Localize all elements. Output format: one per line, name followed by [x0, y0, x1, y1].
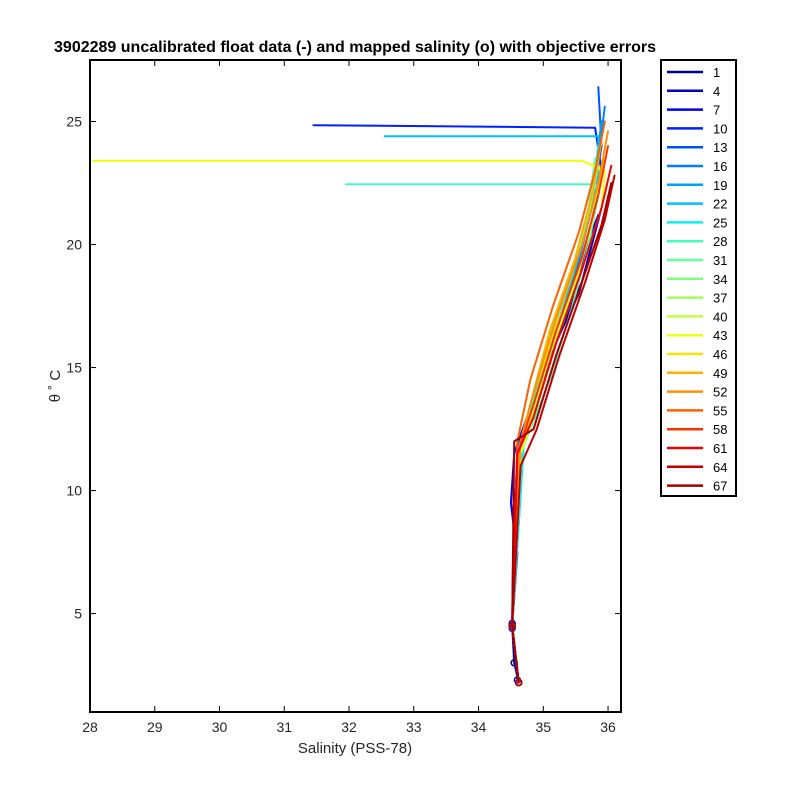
x-tick-label: 28	[82, 719, 98, 735]
legend-label: 46	[713, 347, 727, 362]
legend-label: 22	[713, 197, 727, 212]
x-tick-label: 35	[536, 719, 552, 735]
legend-label: 1	[713, 65, 720, 80]
legend-label: 13	[713, 140, 727, 155]
x-axis: 28 29 30 31 32 33 34 35 36	[82, 60, 616, 735]
y-axis: 5 10 15 20 25	[66, 114, 621, 622]
legend-label: 67	[713, 479, 727, 494]
mapped-point-67	[514, 678, 523, 687]
x-tick-label: 32	[341, 719, 357, 735]
x-tick-label: 29	[147, 719, 163, 735]
legend-label: 16	[713, 159, 727, 174]
legend-label: 64	[713, 460, 727, 475]
chart-title: 3902289 uncalibrated float data (-) and …	[54, 39, 656, 56]
legend-label: 40	[713, 309, 727, 324]
legend-label: 4	[713, 84, 720, 99]
series-line-67	[511, 182, 613, 684]
legend-items: 1 4 7 10 13 16 19 22 25 28 31 34 37 40 43 46 49 52 55 58 61 6…	[667, 65, 727, 494]
y-tick-label: 10	[66, 483, 82, 499]
series-group	[92, 86, 616, 687]
axes-background	[90, 60, 621, 712]
legend-label: 28	[713, 234, 727, 249]
y-tick-label: 5	[74, 606, 82, 622]
legend-label: 34	[713, 272, 727, 287]
legend-label: 25	[713, 215, 727, 230]
x-tick-label: 33	[406, 719, 422, 735]
y-tick-label: 20	[66, 237, 82, 253]
legend-label: 49	[713, 366, 727, 381]
legend-label: 43	[713, 328, 727, 343]
legend-label: 61	[713, 441, 727, 456]
legend-label: 7	[713, 103, 720, 118]
legend-label: 19	[713, 178, 727, 193]
y-tick-label: 25	[66, 114, 82, 130]
x-tick-label: 30	[212, 719, 228, 735]
legend-label: 52	[713, 385, 727, 400]
x-axis-label: Salinity (PSS-78)	[298, 740, 412, 757]
legend-label: 55	[713, 403, 727, 418]
axes-box	[89, 59, 622, 713]
x-tick-label: 31	[276, 719, 292, 735]
y-tick-label: 15	[66, 360, 82, 376]
legend-label: 10	[713, 121, 727, 136]
y-axis-label: θ ˚ C	[47, 370, 64, 403]
legend-label: 31	[713, 253, 727, 268]
x-tick-label: 36	[600, 719, 616, 735]
x-tick-label: 34	[471, 719, 487, 735]
mapped-point-67	[508, 622, 516, 630]
series-line-64	[511, 174, 616, 684]
legend-label: 37	[713, 291, 727, 306]
legend-label: 58	[713, 422, 727, 437]
plot-area: 28 29 30 31 32 33 34 35 36 5 10 15 20 25	[66, 59, 622, 735]
legend: 1 4 7 10 13 16 19 22 25 28 31 34 37 40 43 46 49 52 55 58 61 6…	[660, 59, 737, 497]
